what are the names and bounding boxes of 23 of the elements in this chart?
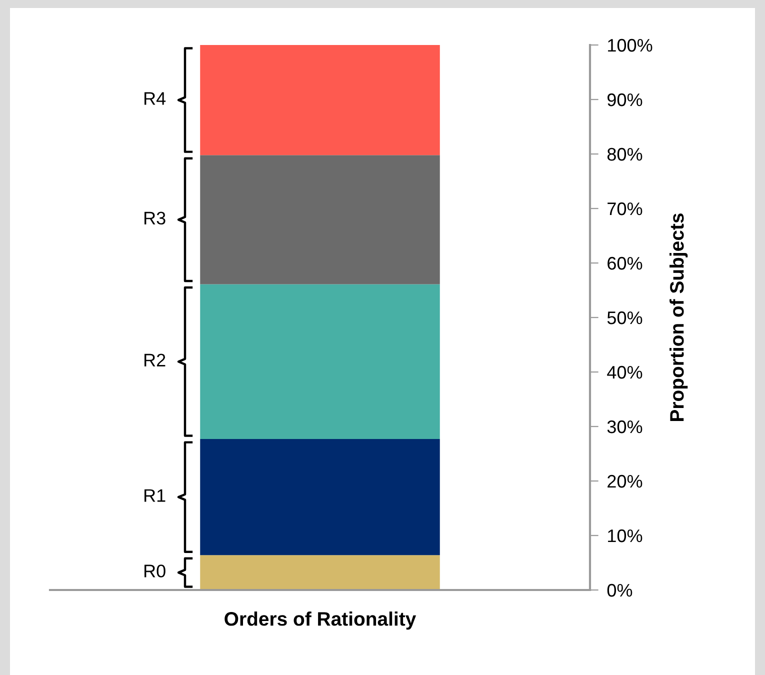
series-label: R4 xyxy=(144,92,166,105)
y-tick-label: 40% xyxy=(607,366,642,379)
bar xyxy=(200,284,440,440)
y-tick-label: 20% xyxy=(608,474,642,488)
y-tick-label: 30% xyxy=(607,420,642,434)
series-label: R1 xyxy=(144,489,166,502)
y-axis-title: Proportion of Subjects xyxy=(670,214,688,421)
bar xyxy=(200,555,440,590)
y-tick-label: 70% xyxy=(608,202,642,216)
y-tick-label: 0% xyxy=(607,584,632,597)
x-axis-title: Orders of Rationality xyxy=(224,612,416,630)
y-tick-label: 80% xyxy=(607,148,642,161)
series-label: R2 xyxy=(144,354,166,366)
series-label: R0 xyxy=(144,564,166,578)
y-tick-label: 10% xyxy=(608,529,642,542)
y-tick-label: 100% xyxy=(608,38,652,52)
bar xyxy=(200,155,440,284)
bar xyxy=(200,45,440,156)
bar xyxy=(200,439,440,556)
y-tick-label: 50% xyxy=(607,311,642,324)
y-tick-label: 60% xyxy=(608,256,642,270)
y-tick-label: 90% xyxy=(608,93,642,106)
series-label: R3 xyxy=(144,212,166,225)
